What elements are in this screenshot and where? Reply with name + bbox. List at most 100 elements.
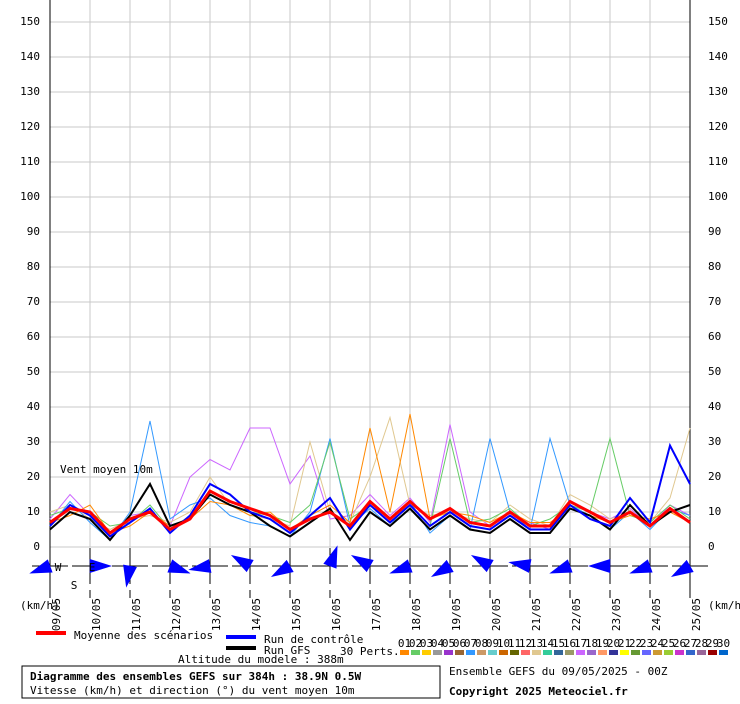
y-tick-label: 150 <box>708 15 728 28</box>
x-tick-label: 18/05 <box>410 598 423 631</box>
perts-legend-swatch <box>675 650 684 655</box>
perts-legend-swatch <box>620 650 629 655</box>
y-tick-label: 110 <box>708 155 728 168</box>
perts-legend-swatch <box>477 650 486 655</box>
x-tick-label: 16/05 <box>330 598 343 631</box>
y-tick-label: 40 <box>27 400 40 413</box>
wind-rose <box>430 559 454 577</box>
wind-rose <box>629 559 653 574</box>
x-tick-label: 12/05 <box>170 598 183 631</box>
perts-legend-label: 20 <box>607 637 620 650</box>
perts-legend-label: 04 <box>431 637 445 650</box>
y-tick-label: 20 <box>27 470 40 483</box>
y-tick-label: 0 <box>708 540 715 553</box>
y-tick-label: 0 <box>33 540 40 553</box>
y-tick-label: 40 <box>708 400 721 413</box>
perts-legend-swatch <box>543 650 552 655</box>
y-tick-label: 120 <box>20 120 40 133</box>
wind-rose <box>167 559 191 574</box>
x-tick-label: 10/05 <box>90 598 103 631</box>
perturbation-line <box>49 420 691 541</box>
y-tick-label: 100 <box>708 190 728 203</box>
y-tick-label: 130 <box>20 85 40 98</box>
perts-legend-label: 26 <box>673 637 686 650</box>
x-tick-label: 09/05 <box>50 598 63 631</box>
perts-legend-label: 16 <box>563 637 576 650</box>
y-tick-label: 70 <box>708 295 721 308</box>
y-tick-label: 20 <box>708 470 721 483</box>
x-tick-label: 14/05 <box>250 598 263 631</box>
wind-rose <box>549 559 573 574</box>
perts-legend-label: 21 <box>618 637 631 650</box>
perts-legend-label: 25 <box>662 637 675 650</box>
y-tick-label: 50 <box>27 365 40 378</box>
perts-legend-label: 15 <box>552 637 565 650</box>
x-tick-label: 13/05 <box>210 598 223 631</box>
chart-subtitle: Vitesse (km/h) et direction (°) du vent … <box>30 684 355 697</box>
perts-legend-label: 06 <box>453 637 466 650</box>
perts-legend-swatch <box>609 650 618 655</box>
perts-legend-label: 11 <box>508 637 521 650</box>
perts-legend-swatch <box>719 650 728 655</box>
x-tick-label: 24/05 <box>650 598 663 631</box>
perts-label: 30 Perts. <box>340 645 400 658</box>
y-tick-label: 80 <box>27 260 40 273</box>
perts-legend-swatch <box>532 650 541 655</box>
perts-legend-label: 30 <box>717 637 730 650</box>
perts-legend-swatch <box>455 650 464 655</box>
perts-legend-label: 14 <box>541 637 555 650</box>
y-unit-right: (km/h) <box>708 599 740 612</box>
x-tick-label: 25/05 <box>690 598 703 631</box>
y-tick-label: 110 <box>20 155 40 168</box>
y-tick-label: 10 <box>27 505 40 518</box>
perts-legend-swatch <box>565 650 574 655</box>
altitude: Altitude du modele : 388m <box>178 653 344 666</box>
perts-legend-swatch <box>466 650 475 655</box>
legend-label: Run de contrôle <box>264 633 363 646</box>
perts-legend-swatch <box>576 650 585 655</box>
perts-legend-label: 08 <box>475 637 488 650</box>
perts-legend-swatch <box>422 650 431 655</box>
perts-legend-swatch <box>444 650 453 655</box>
y-tick-label: 130 <box>708 85 728 98</box>
perts-legend-swatch <box>708 650 717 655</box>
wind-rose <box>389 559 413 574</box>
perts-legend-swatch <box>697 650 706 655</box>
compass-label: W <box>55 561 62 574</box>
perts-legend-swatch <box>411 650 420 655</box>
x-tick-label: 19/05 <box>450 598 463 631</box>
wind-rose <box>29 559 53 574</box>
wind-rose <box>123 564 137 588</box>
compass-label: S <box>71 579 78 592</box>
x-tick-label: 21/05 <box>530 598 543 631</box>
legend-label: Run GFS <box>264 644 310 657</box>
y-tick-label: 100 <box>20 190 40 203</box>
perts-legend-swatch <box>664 650 673 655</box>
wind-rose <box>670 559 694 577</box>
y-tick-label: 60 <box>708 330 721 343</box>
y-tick-label: 70 <box>27 295 40 308</box>
x-tick-label: 22/05 <box>570 598 583 631</box>
perts-legend-swatch <box>686 650 695 655</box>
wind-rose <box>188 559 212 573</box>
y-tick-label: 10 <box>708 505 721 518</box>
perts-legend-label: 09 <box>486 637 499 650</box>
perts-legend-swatch <box>598 650 607 655</box>
x-tick-label: 15/05 <box>290 598 303 631</box>
y-tick-label: 60 <box>27 330 40 343</box>
y-tick-label: 140 <box>708 50 728 63</box>
perts-legend-label: 13 <box>530 637 543 650</box>
perts-legend-label: 24 <box>651 637 665 650</box>
perts-legend-label: 29 <box>706 637 719 650</box>
y-tick-label: 30 <box>708 435 721 448</box>
perts-legend-swatch <box>554 650 563 655</box>
perts-legend-swatch <box>587 650 596 655</box>
legend-label: Moyenne des scénarios <box>74 629 213 642</box>
wind-rose <box>350 555 374 573</box>
perts-legend-label: 27 <box>684 637 697 650</box>
perts-legend-label: 07 <box>464 637 477 650</box>
y-tick-label: 140 <box>20 50 40 63</box>
perts-legend-label: 05 <box>442 637 455 650</box>
y-tick-label: 150 <box>20 15 40 28</box>
